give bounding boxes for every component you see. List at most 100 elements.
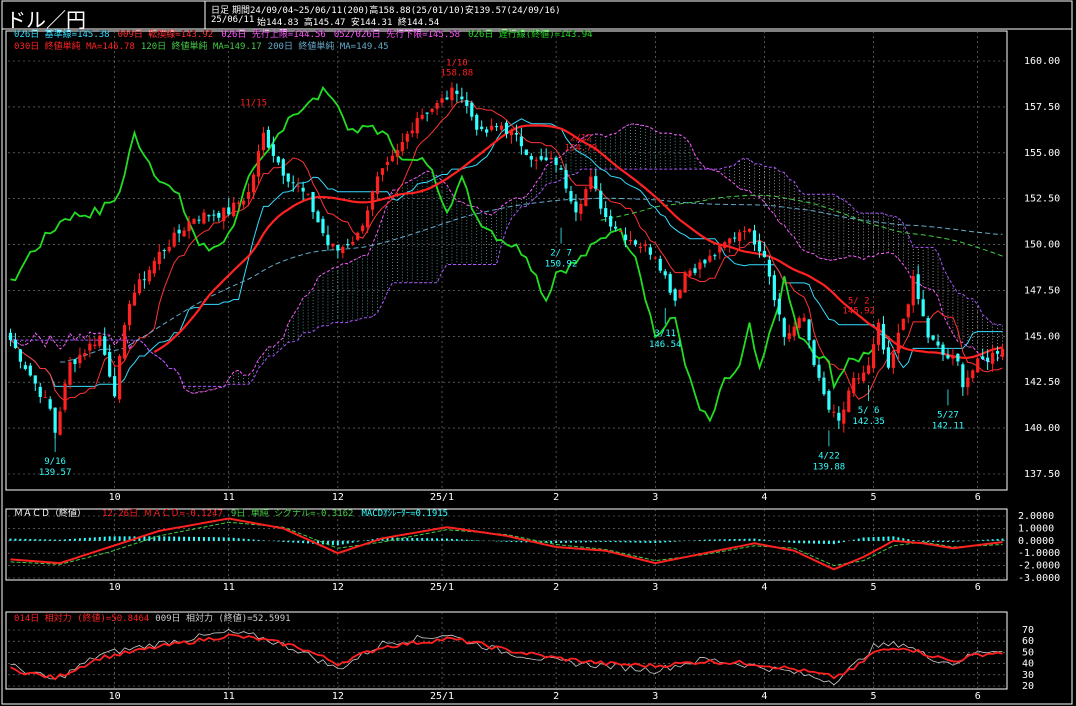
price-annotation-date: 9/16 [44, 457, 66, 467]
rsi-tick-label: 50 [1022, 647, 1034, 658]
candle-body [455, 90, 459, 94]
candle-body [777, 298, 781, 315]
candle-body [658, 258, 662, 271]
candle-body [23, 365, 27, 369]
time-tick-label: 25/1 [430, 492, 454, 503]
panel-frame-0 [5, 30, 1008, 491]
candle-body [301, 187, 305, 192]
candle-body [762, 250, 767, 258]
candle-body [579, 203, 583, 214]
candle-body [311, 192, 315, 213]
price-annotation-date: 4/22 [818, 451, 840, 461]
candle-body [430, 108, 434, 112]
candle-body [321, 218, 325, 234]
time-tick-label: 3 [652, 582, 658, 593]
macd-tick-label: -3.0000 [1018, 573, 1060, 584]
candle-body [623, 234, 628, 241]
candle-body [58, 411, 62, 435]
ma120-line [600, 194, 1003, 257]
rsi-tick-label: 30 [1022, 670, 1034, 681]
candle-body [802, 317, 806, 322]
candle-body [370, 191, 375, 210]
candle-body [747, 228, 752, 232]
rsi14-line [10, 633, 1003, 681]
candle-body [569, 191, 573, 202]
price-annotation-date: 5/ 6 [858, 406, 880, 416]
candle-body [83, 353, 87, 356]
candle-body [643, 244, 647, 246]
candle-body [718, 244, 722, 253]
time-tick-label: 2 [553, 582, 559, 593]
candle-body [63, 383, 67, 410]
candle-body [688, 270, 692, 276]
candle-body [326, 234, 330, 246]
price-tick-label: 142.50 [1024, 377, 1060, 388]
candle-body [361, 225, 365, 232]
time-tick-label: 10 [109, 691, 121, 702]
rsi-tick-label: 70 [1022, 625, 1034, 636]
candle-body [197, 219, 201, 221]
candle-body [549, 157, 553, 160]
price-tick-label: 155.00 [1024, 148, 1060, 159]
rsi9-line [10, 628, 1003, 686]
time-tick-label: 6 [975, 582, 981, 593]
candle-body [752, 230, 757, 245]
candle-body [147, 269, 151, 282]
price-annotation-date: 1/10 [446, 59, 468, 69]
candle-body [48, 399, 52, 409]
candle-body [490, 125, 494, 130]
candle-body [574, 201, 578, 213]
macd-tick-label: 0.0000 [1018, 536, 1054, 547]
candle-body [638, 246, 643, 249]
time-tick-label: 25/1 [430, 582, 454, 593]
candle-body [891, 353, 895, 368]
candle-body [494, 126, 499, 128]
candle-body [742, 230, 747, 232]
price-tick-label: 140.00 [1024, 423, 1060, 434]
candle-body [827, 390, 831, 410]
candle-body [995, 351, 1000, 354]
candle-body [653, 257, 657, 259]
candle-body [971, 370, 975, 379]
time-tick-label: 4 [761, 582, 767, 593]
candle-body [132, 292, 137, 306]
candle-body [212, 214, 216, 216]
ma-legend-entry: 200日 終値単純 MA=149.45 [268, 40, 389, 52]
time-tick-label: 3 [652, 492, 658, 503]
candle-body [981, 356, 985, 360]
price-annotation-value: 142.35 [852, 417, 885, 427]
price-annotation-value: 150.92 [545, 260, 578, 270]
time-tick-label: 11 [223, 492, 235, 503]
price-tick-label: 137.50 [1024, 469, 1060, 480]
candle-body [683, 272, 687, 293]
candle-body [341, 247, 345, 254]
macd-tick-label: 2.0000 [1018, 511, 1054, 522]
ichimoku-legend-entry: 052/026日 先行下限=145.58 [334, 28, 460, 40]
macd-tick-label: -2.0000 [1018, 561, 1060, 572]
candle-body [157, 251, 161, 265]
candle-body [723, 242, 727, 248]
candle-body [28, 365, 32, 376]
candle-body [896, 332, 900, 354]
candle-body [797, 318, 801, 328]
candle-body [366, 210, 370, 228]
candle-body [465, 100, 469, 106]
candle-body [847, 390, 851, 413]
candle-body [921, 299, 925, 317]
candle-body [207, 215, 211, 217]
candle-body [162, 250, 166, 252]
candle-body [941, 344, 945, 355]
macd-tick-label: 1.0000 [1018, 523, 1054, 534]
candle-body [628, 240, 633, 242]
candle-body [271, 144, 275, 156]
time-tick-label: 12 [332, 582, 344, 593]
price-annotation-value: 142.11 [932, 421, 965, 431]
rsi-legend-entry: 014日 相対力 (終値)=50.8464 [14, 612, 149, 624]
candle-body [435, 103, 439, 109]
candle-body [316, 211, 320, 223]
candle-body [931, 335, 935, 340]
candle-body [956, 353, 960, 362]
price-annotation-value: 139.88 [813, 462, 846, 472]
candle-body [862, 372, 866, 382]
time-tick-label: 10 [109, 492, 121, 503]
